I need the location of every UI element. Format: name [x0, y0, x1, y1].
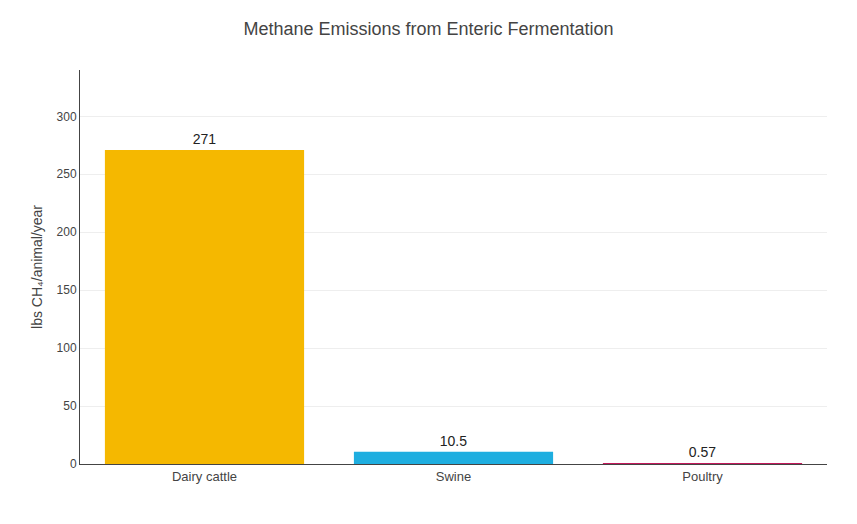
svg-text:0: 0	[70, 457, 77, 471]
svg-text:50: 50	[63, 399, 77, 413]
svg-text:Dairy cattle: Dairy cattle	[172, 469, 237, 484]
svg-text:300: 300	[57, 110, 77, 124]
svg-text:Poultry: Poultry	[682, 469, 723, 484]
svg-text:150: 150	[57, 283, 77, 297]
svg-text:Swine: Swine	[436, 469, 471, 484]
svg-text:250: 250	[57, 167, 77, 181]
svg-text:10.5: 10.5	[440, 433, 467, 449]
svg-text:100: 100	[57, 341, 77, 355]
svg-text:0.57: 0.57	[689, 444, 716, 460]
svg-text:Methane Emissions from Enteric: Methane Emissions from Enteric Fermentat…	[243, 19, 613, 39]
svg-text:lbs CH₄/animal/year: lbs CH₄/animal/year	[29, 205, 45, 329]
svg-text:271: 271	[193, 131, 217, 147]
svg-text:200: 200	[57, 225, 77, 239]
